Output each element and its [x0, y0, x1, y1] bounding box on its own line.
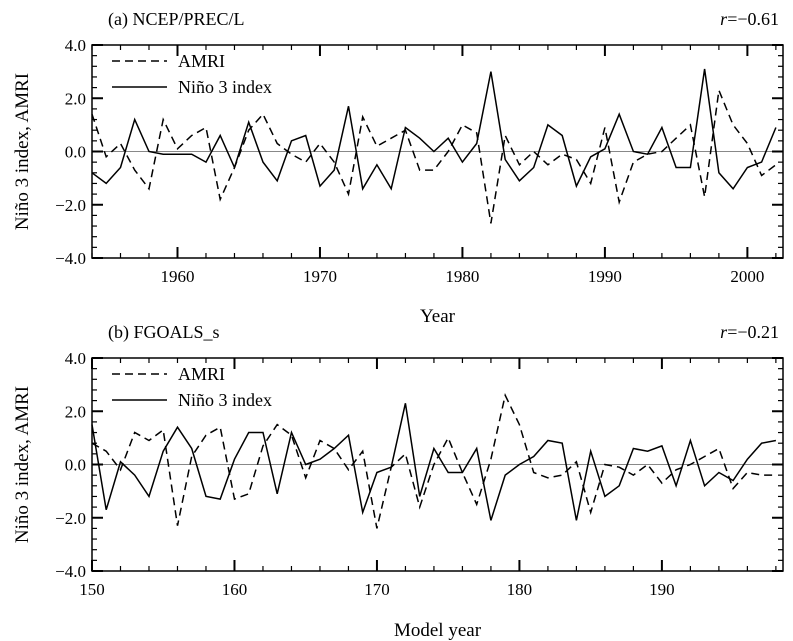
series-line-nino3 — [91, 68, 777, 191]
legend-label: Niño 3 index — [178, 77, 272, 97]
x-axis-label: Model year — [394, 620, 482, 641]
panel-b: 150 160 170 180 190 −4.0 −2.0 0.0 2.0 4.0 (b) FGOA… — [12, 322, 784, 641]
y-tick-label: 4.0 — [65, 349, 86, 368]
y-axis-label: Niño 3 index, AMRI — [12, 73, 33, 230]
panel-title: (b) FGOALS_s — [108, 322, 220, 343]
y-axis-label: Niño 3 index, AMRI — [12, 386, 33, 543]
y-tick-label: 0.0 — [65, 456, 86, 475]
correlation-symbol: r — [720, 322, 728, 342]
legend-label: AMRI — [178, 51, 225, 71]
y-tick-label: 0.0 — [65, 143, 86, 162]
x-tick-label: 160 — [222, 580, 248, 599]
correlation-annotation: r=−0.61 — [720, 9, 779, 29]
y-tick-label: 2.0 — [65, 89, 86, 108]
correlation-symbol: r — [720, 9, 728, 29]
x-tick-label: 170 — [364, 580, 390, 599]
legend-label: Niño 3 index — [178, 390, 272, 410]
y-tick-label: −2.0 — [55, 196, 86, 215]
x-tick-label: 150 — [79, 580, 105, 599]
correlation-value: =−0.61 — [727, 9, 779, 29]
panel-a: 1960 1970 1980 1990 2000 −4.0 −2.0 0.0 2.0 4.0 (a)… — [12, 9, 784, 327]
series-line-amri — [91, 87, 777, 224]
y-tick-label: 2.0 — [65, 402, 86, 421]
y-tick-label: −4.0 — [55, 249, 86, 268]
correlation-value: =−0.21 — [727, 322, 779, 342]
y-tick-label: −4.0 — [55, 562, 86, 581]
x-tick-label: 2000 — [730, 267, 764, 286]
correlation-annotation: r=−0.21 — [720, 322, 779, 342]
x-tick-label: 1990 — [588, 267, 622, 286]
x-tick-label: 1960 — [160, 267, 194, 286]
y-tick-label: −2.0 — [55, 509, 86, 528]
series-line-nino3 — [91, 403, 777, 521]
x-tick-label: 190 — [649, 580, 675, 599]
legend-label: AMRI — [178, 364, 225, 384]
panel-title: (a) NCEP/PREC/L — [108, 9, 245, 30]
x-tick-label: 1970 — [303, 267, 337, 286]
x-tick-label: 1980 — [445, 267, 479, 286]
y-tick-label: 4.0 — [65, 36, 86, 55]
series-line-amri — [91, 393, 776, 529]
x-tick-label: 180 — [507, 580, 533, 599]
x-axis-label: Year — [420, 306, 456, 327]
